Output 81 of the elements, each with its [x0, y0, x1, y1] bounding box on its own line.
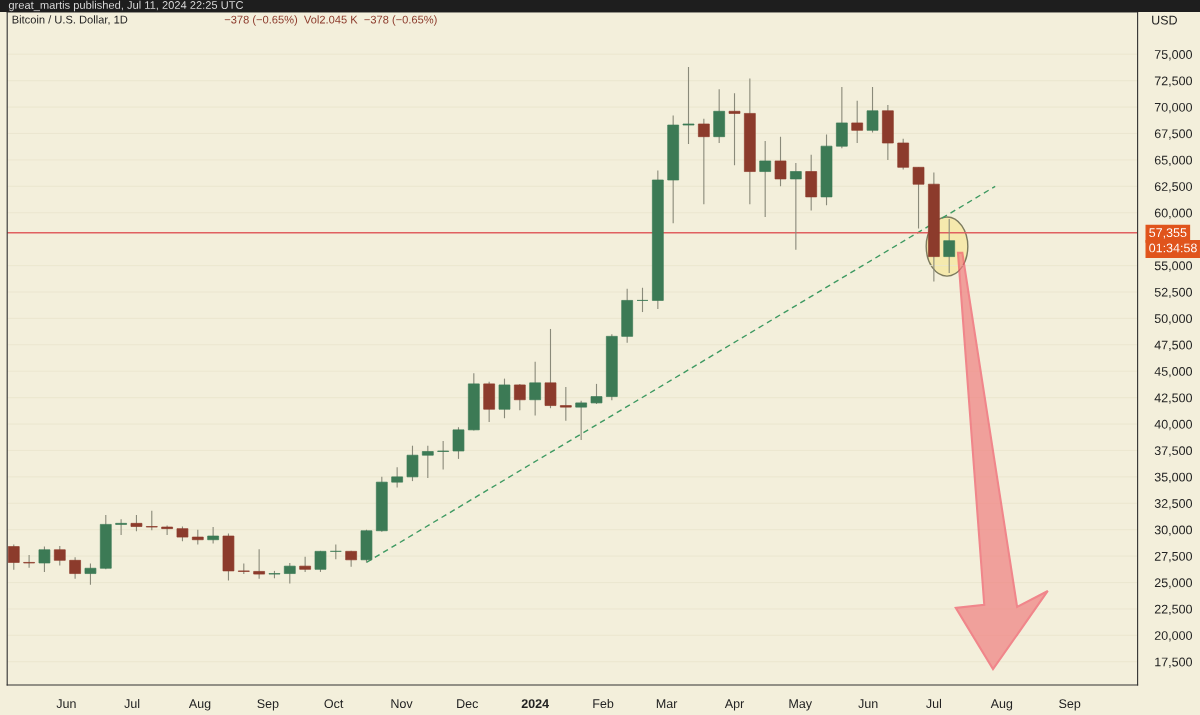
y-tick-label: 62,500 — [1154, 182, 1193, 193]
y-tick-label: 70,000 — [1154, 102, 1193, 114]
candlestick — [851, 100, 864, 144]
y-tick-label: 50,000 — [1154, 314, 1193, 325]
y-tick-label: 37,500 — [1154, 446, 1193, 457]
candlestick — [38, 546, 51, 573]
y-tick-label: 27,500 — [1154, 551, 1193, 563]
x-tick-label: Sep — [1059, 699, 1081, 711]
candlestick — [590, 383, 603, 405]
candlestick — [529, 361, 541, 417]
y-tick-label: 65,000 — [1154, 155, 1193, 167]
y-tick-label: 75,000 — [1154, 50, 1193, 61]
text: 01:34:58 — [1149, 243, 1197, 253]
x-tick-label: Apr — [724, 699, 745, 711]
candlestick — [84, 562, 97, 586]
x-tick-label: Aug — [990, 699, 1013, 711]
chart-title: Bitcoin / U.S. Dollar, 1D — [12, 15, 128, 25]
y-tick-label: 35,000 — [1154, 472, 1193, 483]
candlestick — [437, 440, 449, 471]
y-tick-label: 67,500 — [1154, 129, 1193, 140]
text: 57,355 — [1149, 228, 1187, 239]
y-tick-label: 20,000 — [1154, 631, 1193, 642]
candlestick — [145, 510, 158, 531]
candlestick — [912, 166, 925, 230]
candlestick — [575, 400, 587, 441]
y-tick-label: 42,500 — [1154, 393, 1193, 404]
candlestick — [943, 218, 956, 274]
y-tick-label: 45,000 — [1154, 367, 1193, 378]
candlestick — [161, 524, 173, 536]
candlestick — [7, 543, 20, 571]
candlestick — [560, 386, 572, 422]
x-tick-label: Mar — [656, 699, 678, 709]
y-tick-label: 40,000 — [1154, 419, 1193, 431]
candlestick — [421, 445, 434, 479]
x-tick-label: Feb — [593, 698, 614, 709]
candlestick — [759, 140, 772, 218]
y-tick-label: 55,000 — [1154, 261, 1193, 272]
text: great_martis published, Jul 11, 2024 22:25 UTC — [8, 0, 244, 12]
y-tick-label: 52,500 — [1154, 287, 1193, 299]
candlestick — [283, 562, 296, 585]
candlestick — [69, 556, 81, 580]
candlestick — [452, 426, 465, 460]
x-tick-label: 2024 — [521, 699, 549, 709]
candlestick — [514, 383, 526, 411]
candlestick — [253, 548, 265, 580]
candlestick — [728, 92, 741, 166]
y-tick-label: 32,500 — [1154, 499, 1193, 510]
candlestick — [790, 162, 802, 251]
y-tick-label: 22,500 — [1154, 604, 1193, 616]
y-tick-label: 17,500 — [1155, 657, 1193, 668]
candlestick — [391, 466, 403, 488]
candlestick — [23, 554, 35, 569]
candlestick — [698, 118, 710, 205]
candlestick — [636, 287, 649, 313]
y-tick-label: 30,000 — [1154, 525, 1193, 536]
candlestick — [682, 66, 695, 145]
candlestick — [774, 136, 787, 187]
y-tick-label: 72,500 — [1154, 76, 1193, 87]
x-tick-label: Jul — [926, 698, 942, 709]
candlestick — [299, 556, 311, 573]
candlestick — [836, 86, 848, 149]
y-tick-label: 25,000 — [1154, 578, 1193, 589]
candlestick — [115, 518, 127, 536]
y-tick-label: 60,000 — [1154, 208, 1193, 219]
candlestick — [544, 328, 557, 409]
x-tick-label: Nov — [391, 699, 413, 709]
candlestick — [866, 86, 879, 133]
x-tick-label: Oct — [324, 699, 344, 709]
candlestick — [207, 526, 219, 544]
candlestick — [53, 545, 66, 567]
y-tick-label: 47,500 — [1154, 340, 1193, 351]
x-tick-label: May — [789, 699, 813, 711]
candlestick — [406, 445, 419, 482]
x-tick-label: Sep — [257, 699, 279, 711]
x-tick-label: Jul — [124, 698, 140, 709]
x-tick-label: Jun — [858, 699, 878, 709]
chart-subtitle: −378 (−0.65%) Vol2.045 K −378 (−0.65%) — [224, 15, 437, 26]
x-tick-label: Jun — [56, 699, 76, 709]
x-tick-label: Dec — [457, 699, 479, 709]
x-tick-label: Aug — [188, 699, 211, 711]
y-axis-title: USD — [1152, 15, 1177, 25]
